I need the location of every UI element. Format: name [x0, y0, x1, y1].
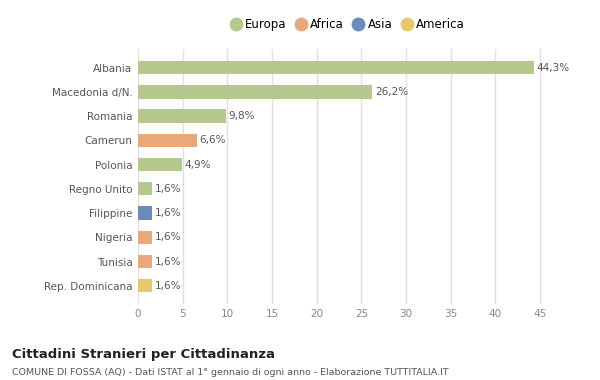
Bar [138, 134, 197, 147]
Text: 1,6%: 1,6% [155, 256, 181, 266]
Text: 26,2%: 26,2% [375, 87, 408, 97]
Text: 1,6%: 1,6% [155, 208, 181, 218]
Bar [138, 206, 152, 220]
Text: 1,6%: 1,6% [155, 281, 181, 291]
Text: COMUNE DI FOSSA (AQ) - Dati ISTAT al 1° gennaio di ogni anno - Elaborazione TUTT: COMUNE DI FOSSA (AQ) - Dati ISTAT al 1° … [12, 368, 449, 377]
Legend: Europa, Africa, Asia, America: Europa, Africa, Asia, America [227, 14, 469, 35]
Bar [138, 279, 152, 293]
Text: 6,6%: 6,6% [200, 135, 226, 145]
Text: 9,8%: 9,8% [228, 111, 255, 121]
Bar [138, 61, 534, 74]
Text: 44,3%: 44,3% [536, 63, 569, 73]
Bar [138, 158, 182, 171]
Text: 1,6%: 1,6% [155, 184, 181, 194]
Bar [138, 182, 152, 195]
Bar [138, 255, 152, 268]
Text: Cittadini Stranieri per Cittadinanza: Cittadini Stranieri per Cittadinanza [12, 348, 275, 361]
Bar [138, 231, 152, 244]
Text: 4,9%: 4,9% [184, 160, 211, 169]
Bar [138, 109, 226, 123]
Bar [138, 85, 372, 98]
Text: 1,6%: 1,6% [155, 232, 181, 242]
